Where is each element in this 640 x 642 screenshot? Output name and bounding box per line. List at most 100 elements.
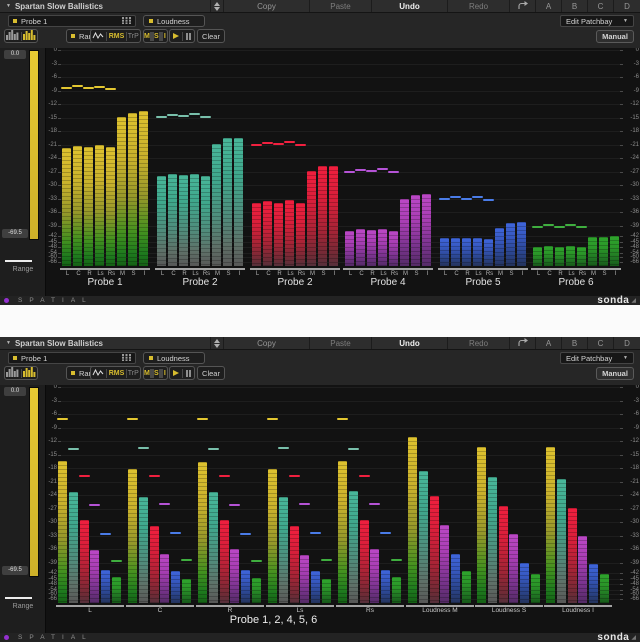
peak-hold-dash	[321, 559, 332, 561]
manual-button[interactable]: Manual	[596, 30, 634, 43]
axis-tick	[58, 50, 61, 51]
peak-hold-dash	[348, 448, 359, 450]
channel-label: C	[359, 271, 364, 277]
compare-button[interactable]	[510, 337, 536, 349]
meter-view-switch[interactable]	[4, 29, 38, 43]
meter-bar	[209, 492, 218, 603]
peak-hold-dash	[554, 226, 565, 228]
meter-bar	[150, 526, 159, 603]
probe-select[interactable]: Probe 1	[8, 352, 136, 364]
edit-patchbay-dropdown[interactable]: Edit Patchbay ▼	[560, 352, 634, 364]
clear-button[interactable]: Clear	[197, 29, 225, 43]
slot-b-button[interactable]: B	[562, 337, 588, 349]
db-tick-label: -24	[48, 155, 57, 162]
range-max-handle[interactable]: 0.0	[4, 387, 26, 396]
db-tick-label: -21	[48, 141, 57, 148]
axis-tick	[620, 594, 623, 595]
slot-c-button[interactable]: C	[588, 337, 614, 349]
db-tick-label: -21	[630, 478, 639, 485]
pause-icon[interactable]	[186, 369, 191, 377]
range-slider[interactable]	[29, 50, 39, 240]
copy-button[interactable]: Copy	[224, 0, 310, 12]
range-min-handle[interactable]: -69.5	[2, 229, 28, 238]
peak-hold-dash	[167, 114, 178, 116]
short-term-toggle[interactable]: S	[154, 369, 159, 377]
loudness-toggle[interactable]: Loudness	[143, 15, 205, 27]
range-slider[interactable]	[29, 387, 39, 577]
grid-line	[60, 414, 620, 416]
loudness-toggle[interactable]: Loudness	[143, 352, 205, 364]
rms-toggle[interactable]: RMS	[108, 32, 125, 40]
range-control: 0.0 -69.5 Range	[0, 48, 46, 296]
range-max-handle[interactable]: 0.0	[4, 50, 26, 59]
preset-stepper[interactable]	[211, 0, 224, 12]
range-slider-fill[interactable]	[30, 388, 38, 576]
slot-d-button[interactable]: D	[614, 0, 640, 12]
axis-tick	[620, 400, 623, 402]
resize-grip-icon[interactable]: ◢	[631, 635, 636, 641]
slot-b-button[interactable]: B	[562, 0, 588, 12]
copy-button[interactable]: Copy	[224, 337, 310, 349]
axis-tick	[58, 63, 61, 65]
grid-line	[60, 131, 620, 133]
meter-view-switch[interactable]	[4, 366, 38, 380]
db-tick-label: -27	[48, 505, 57, 512]
play-icon[interactable]	[173, 370, 179, 376]
integrated-toggle[interactable]: I	[163, 32, 166, 40]
momentary-toggle[interactable]: M	[144, 32, 150, 40]
integrated-toggle[interactable]: I	[163, 369, 166, 377]
probe-select[interactable]: Probe 1	[8, 15, 136, 27]
compare-button[interactable]	[510, 0, 536, 12]
slot-d-button[interactable]: D	[614, 337, 640, 349]
channel-label: L	[443, 271, 448, 277]
range-min-handle[interactable]: -69.5	[2, 566, 28, 575]
true-peak-toggle[interactable]: TrP	[127, 32, 139, 40]
waveform-icon[interactable]	[92, 368, 105, 379]
db-tick-label: -66	[630, 596, 639, 602]
peak-hold-dash	[72, 85, 83, 87]
range-slider-fill[interactable]	[30, 51, 38, 239]
resize-grip-icon[interactable]: ◢	[631, 298, 636, 304]
paste-button[interactable]: Paste	[310, 0, 372, 12]
channel-label: M	[215, 271, 220, 277]
clear-button[interactable]: Clear	[197, 366, 225, 380]
preset-menu[interactable]: ▼ Spartan Slow Ballistics	[0, 0, 211, 12]
slot-c-button[interactable]: C	[588, 0, 614, 12]
db-tick-label: -12	[630, 101, 639, 108]
preset-menu[interactable]: ▼ Spartan Slow Ballistics	[0, 337, 211, 349]
true-peak-toggle[interactable]: TrP	[127, 369, 139, 377]
paste-button[interactable]: Paste	[310, 337, 372, 349]
divider	[106, 368, 108, 378]
peak-hold-dash	[344, 171, 355, 173]
pause-icon[interactable]	[186, 32, 191, 40]
manual-button[interactable]: Manual	[596, 367, 634, 380]
play-icon[interactable]	[173, 33, 179, 39]
undo-button[interactable]: Undo	[372, 0, 448, 12]
peak-hold-dash	[369, 503, 380, 505]
redo-button[interactable]: Redo	[448, 0, 510, 12]
slot-a-button[interactable]: A	[536, 337, 562, 349]
group-label: L	[88, 607, 92, 614]
edit-patchbay-dropdown[interactable]: Edit Patchbay ▼	[560, 15, 634, 27]
short-term-toggle[interactable]: S	[154, 32, 159, 40]
meter-bar	[462, 238, 471, 266]
slot-a-button[interactable]: A	[536, 0, 562, 12]
axis-tick	[620, 90, 623, 92]
axis-tick	[58, 454, 61, 456]
meter-bar	[160, 554, 169, 603]
rms-toggle[interactable]: RMS	[108, 369, 125, 377]
meter-bar	[451, 238, 460, 266]
undo-button[interactable]: Undo	[372, 337, 448, 349]
meter-bar	[568, 508, 577, 603]
meter-bar	[268, 469, 277, 603]
channel-label: Ls	[568, 271, 575, 277]
momentary-toggle[interactable]: M	[144, 369, 150, 377]
group-label: Probe 2	[277, 277, 313, 288]
preset-stepper[interactable]	[211, 337, 224, 349]
chevron-down-icon: ▼	[6, 340, 11, 346]
axis-tick	[620, 579, 623, 580]
waveform-icon[interactable]	[92, 31, 105, 42]
db-tick-label: -60	[630, 591, 639, 597]
redo-button[interactable]: Redo	[448, 337, 510, 349]
group-underline	[126, 605, 194, 607]
